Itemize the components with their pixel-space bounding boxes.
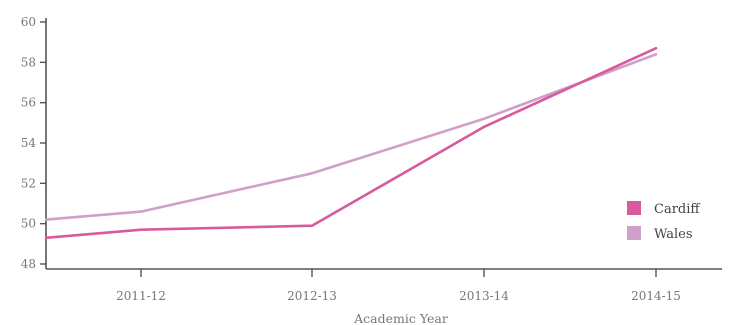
y-tick-label: 52	[21, 176, 36, 190]
legend-label-wales: Wales	[654, 227, 693, 242]
legend-label-cardiff: Cardiff	[654, 202, 701, 217]
x-tick-label: 2014-15	[631, 289, 681, 303]
y-tick-label: 50	[21, 217, 36, 231]
x-axis: 2011-12 2012-13 2013-14 2014-15	[46, 268, 722, 303]
x-tick-label: 2013-14	[459, 289, 509, 303]
x-tick-label: 2012-13	[287, 289, 337, 303]
series-line-cardiff	[44, 46, 658, 240]
y-axis: 48 50 52 54 56 58 60	[21, 15, 47, 271]
series-line-wales	[44, 52, 658, 221]
legend: Cardiff Wales	[627, 201, 701, 242]
y-tick-label: 56	[21, 96, 36, 110]
y-tick-label: 54	[21, 136, 37, 150]
series-layer	[44, 46, 658, 240]
x-axis-title: Academic Year	[353, 311, 448, 325]
legend-swatch-cardiff	[627, 201, 641, 215]
x-tick-label: 2011-12	[116, 289, 166, 303]
y-tick-label: 48	[21, 257, 36, 271]
y-tick-label: 58	[21, 55, 36, 69]
y-tick-label: 60	[21, 15, 36, 29]
legend-swatch-wales	[627, 226, 641, 240]
